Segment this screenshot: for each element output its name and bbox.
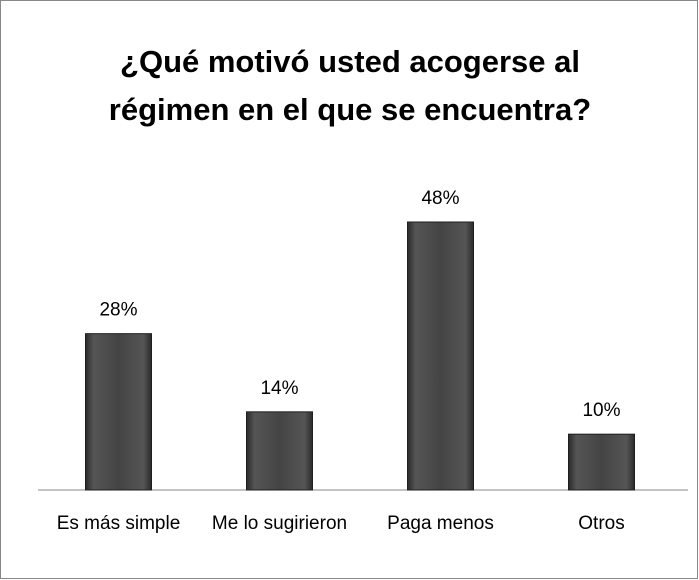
data-label: 28% [99,300,137,321]
x-tick-label: Es más simple [56,513,181,534]
x-tick-label: Otros [578,513,625,534]
bar [568,433,635,491]
data-label: 10% [582,400,620,421]
bar [85,333,152,491]
chart-title: ¿Qué motivó usted acogerse al régimen en… [108,44,592,127]
data-label: 48% [421,188,459,209]
bar [246,411,313,491]
bar [407,221,474,491]
x-tick-label: Me lo sugirieron [211,513,348,534]
x-tick-label: Paga menos [387,513,494,534]
data-label: 14% [260,378,298,399]
